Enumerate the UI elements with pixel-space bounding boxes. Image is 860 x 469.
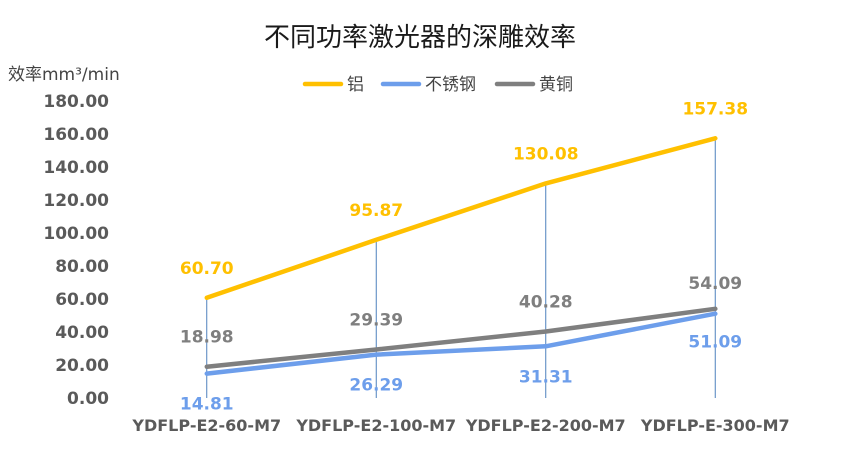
x-tick-label: YDFLP-E2-200-M7 — [465, 416, 626, 435]
legend-label: 不锈钢 — [425, 75, 476, 95]
y-tick-label: 0.00 — [67, 389, 109, 409]
chart-title: 不同功率激光器的深雕效率 — [264, 23, 576, 53]
legend: 铝 不锈钢 黄铜 — [302, 75, 573, 95]
y-tick-label: 40.00 — [55, 323, 109, 343]
data-label: 14.81 — [180, 395, 234, 415]
series-line-0 — [204, 136, 718, 301]
data-label: 29.39 — [349, 311, 403, 331]
y-tick-label: 100.00 — [43, 224, 109, 244]
data-label: 95.87 — [349, 201, 403, 221]
y-axis-ticks: 0.00 20.00 40.00 60.00 80.00 100.00 120.00 140.… — [43, 92, 109, 409]
data-label: 26.29 — [349, 376, 403, 396]
x-axis-ticks: YDFLP-E2-60-M7 YDFLP-E2-100-M7 YDFLP-E2-20… — [131, 416, 789, 435]
x-tick-label: YDFLP-E-300-M7 — [640, 416, 790, 435]
y-tick-label: 180.00 — [43, 92, 109, 112]
x-tick-label: YDFLP-E2-100-M7 — [295, 416, 456, 435]
series-line-1 — [204, 311, 718, 376]
data-label: 54.09 — [688, 274, 742, 294]
data-label: 51.09 — [688, 333, 742, 353]
y-tick-label: 60.00 — [55, 290, 109, 310]
legend-label: 黄铜 — [539, 75, 573, 95]
series-line-2 — [204, 306, 718, 369]
y-tick-label: 20.00 — [55, 356, 109, 376]
data-label: 40.28 — [519, 293, 573, 313]
y-axis-label: 效率mm³/min — [8, 65, 120, 85]
data-label: 31.31 — [519, 367, 573, 387]
y-tick-label: 140.00 — [43, 158, 109, 178]
drop-lines — [206, 138, 716, 398]
y-tick-label: 80.00 — [55, 257, 109, 277]
data-labels: 60.70 95.87 130.08 157.38 14.81 26.29 31.31 51.… — [180, 99, 748, 414]
legend-label: 铝 — [347, 75, 364, 95]
data-label: 18.98 — [180, 328, 234, 348]
data-label: 60.70 — [180, 259, 234, 279]
data-label: 130.08 — [513, 144, 579, 164]
series-lines — [204, 136, 718, 376]
data-label: 157.38 — [682, 99, 748, 119]
x-tick-label: YDFLP-E2-60-M7 — [131, 416, 281, 435]
y-tick-label: 160.00 — [43, 125, 109, 145]
y-tick-label: 120.00 — [43, 191, 109, 211]
